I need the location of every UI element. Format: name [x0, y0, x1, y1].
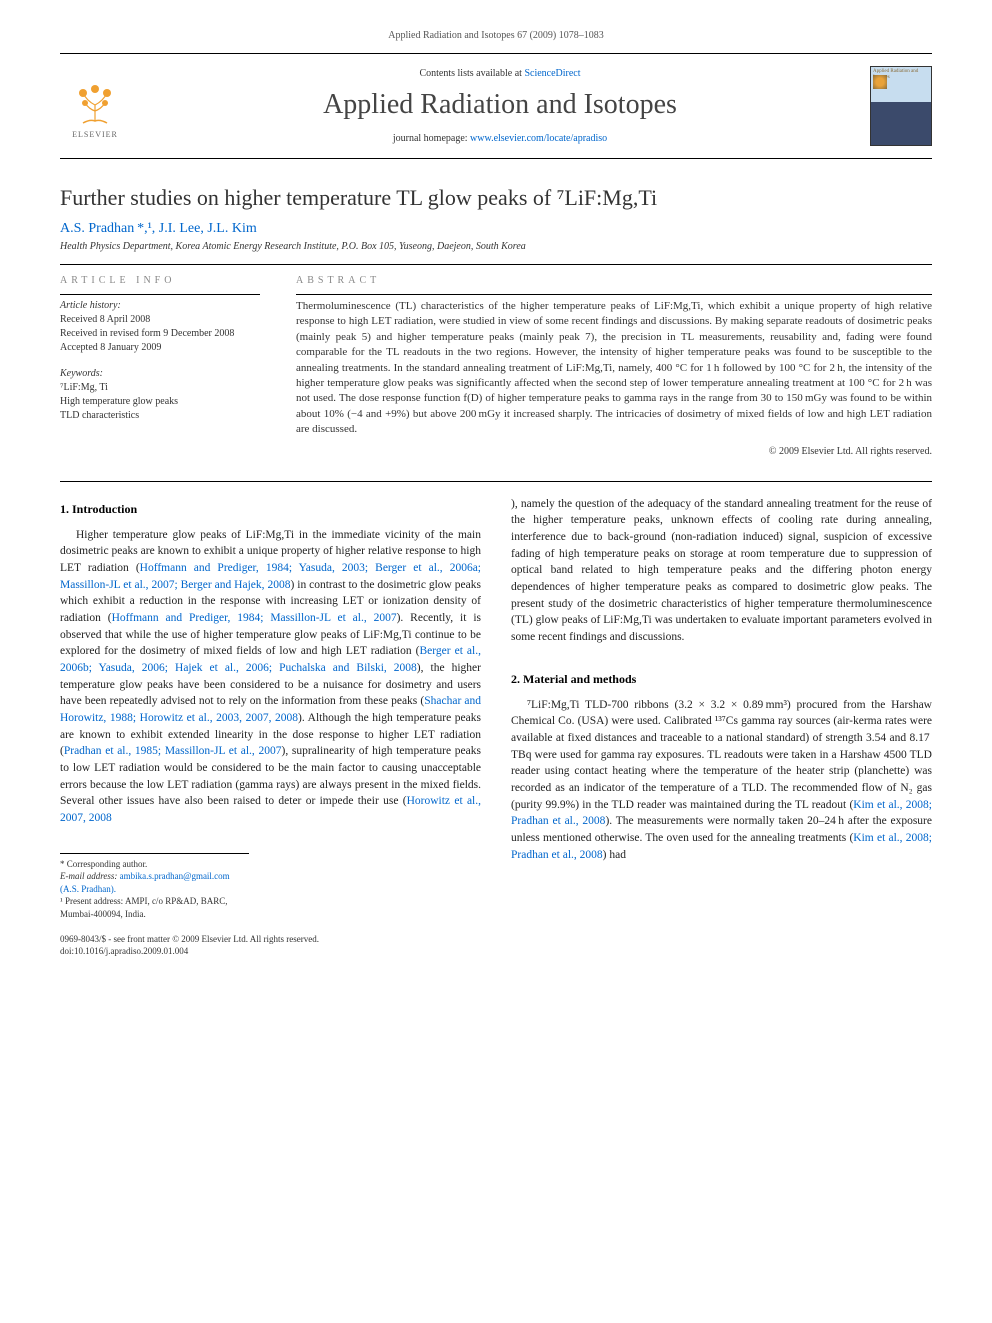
right-column: ), namely the question of the adequacy o…	[511, 496, 932, 958]
elsevier-tree-icon	[65, 73, 125, 128]
doi-line: doi:10.1016/j.apradiso.2009.01.004	[60, 945, 481, 958]
running-header: Applied Radiation and Isotopes 67 (2009)…	[60, 30, 932, 41]
article-title: Further studies on higher temperature TL…	[60, 185, 932, 211]
contents-available-line: Contents lists available at ScienceDirec…	[150, 68, 850, 79]
abstract-text: Thermoluminescence (TL) characteristics …	[296, 299, 932, 438]
author-link[interactable]: A.S. Pradhan *,¹, J.I. Lee, J.L. Kim	[60, 221, 257, 236]
main-body: 1. Introduction Higher temperature glow …	[60, 496, 932, 958]
affiliation: Health Physics Department, Korea Atomic …	[60, 241, 932, 252]
email-line: E-mail address: ambika.s.pradhan@gmail.c…	[60, 870, 249, 895]
article-info-block: ARTICLE INFO Article history: Received 8…	[60, 275, 260, 457]
email-label: E-mail address:	[60, 871, 120, 881]
elsevier-logo: ELSEVIER	[60, 66, 130, 146]
divider	[60, 481, 932, 482]
body-text: ), namely the question of the adequacy o…	[511, 496, 932, 646]
intro-paragraph: Higher temperature glow peaks of LiF:Mg,…	[60, 527, 481, 827]
journal-banner: ELSEVIER Contents lists available at Sci…	[60, 58, 932, 154]
sciencedirect-link[interactable]: ScienceDirect	[524, 68, 580, 79]
contents-prefix: Contents lists available at	[419, 68, 524, 79]
article-info-label: ARTICLE INFO	[60, 275, 260, 286]
info-abstract-row: ARTICLE INFO Article history: Received 8…	[60, 275, 932, 457]
abstract-copyright: © 2009 Elsevier Ltd. All rights reserved…	[296, 446, 932, 457]
cover-thumb-icon	[873, 75, 887, 89]
body-text: ) had	[603, 849, 626, 861]
left-column: 1. Introduction Higher temperature glow …	[60, 496, 481, 958]
methods-paragraph: ⁷LiF:Mg,Ti TLD-700 ribbons (3.2 × 3.2 × …	[511, 697, 932, 864]
accepted-date: Accepted 8 January 2009	[60, 341, 260, 355]
front-matter-line: 0969-8043/$ - see front matter © 2009 El…	[60, 933, 481, 946]
present-address-note: ¹ Present address: AMPI, c/o RP&AD, BARC…	[60, 895, 249, 920]
article-history: Article history: Received 8 April 2008 R…	[60, 299, 260, 423]
citation-link[interactable]: Hoffmann and Prediger, 1984; Massillon-J…	[112, 612, 397, 624]
keyword: TLD characteristics	[60, 409, 260, 423]
divider	[60, 294, 260, 295]
corresponding-author-note: * Corresponding author.	[60, 858, 249, 871]
divider	[60, 158, 932, 159]
body-text: ⁷LiF:Mg,Ti TLD-700 ribbons (3.2 × 3.2 × …	[511, 699, 932, 811]
divider	[296, 294, 932, 295]
footer-meta: 0969-8043/$ - see front matter © 2009 El…	[60, 933, 481, 958]
journal-center: Contents lists available at ScienceDirec…	[150, 68, 850, 144]
journal-name: Applied Radiation and Isotopes	[150, 89, 850, 121]
author-list: A.S. Pradhan *,¹, J.I. Lee, J.L. Kim	[60, 221, 932, 237]
section-heading-introduction: 1. Introduction	[60, 502, 481, 517]
journal-homepage-line: journal homepage: www.elsevier.com/locat…	[150, 133, 850, 144]
abstract-block: ABSTRACT Thermoluminescence (TL) charact…	[296, 275, 932, 457]
homepage-prefix: journal homepage:	[393, 133, 470, 144]
revised-date: Received in revised form 9 December 2008	[60, 327, 260, 341]
history-label: Article history:	[60, 299, 260, 313]
footnotes: * Corresponding author. E-mail address: …	[60, 853, 249, 921]
keyword: High temperature glow peaks	[60, 395, 260, 409]
keyword: ⁷LiF:Mg, Ti	[60, 381, 260, 395]
intro-continued: ), namely the question of the adequacy o…	[511, 496, 932, 646]
section-heading-methods: 2. Material and methods	[511, 672, 932, 687]
journal-cover-thumbnail: Applied Radiation and Isotopes	[870, 66, 932, 146]
received-date: Received 8 April 2008	[60, 313, 260, 327]
citation-link[interactable]: Pradhan et al., 1985; Massillon-JL et al…	[64, 745, 282, 757]
journal-homepage-link[interactable]: www.elsevier.com/locate/apradiso	[470, 133, 607, 144]
divider	[60, 264, 932, 265]
divider	[60, 53, 932, 54]
elsevier-label: ELSEVIER	[72, 130, 118, 139]
abstract-label: ABSTRACT	[296, 275, 932, 286]
keywords-label: Keywords:	[60, 367, 260, 381]
